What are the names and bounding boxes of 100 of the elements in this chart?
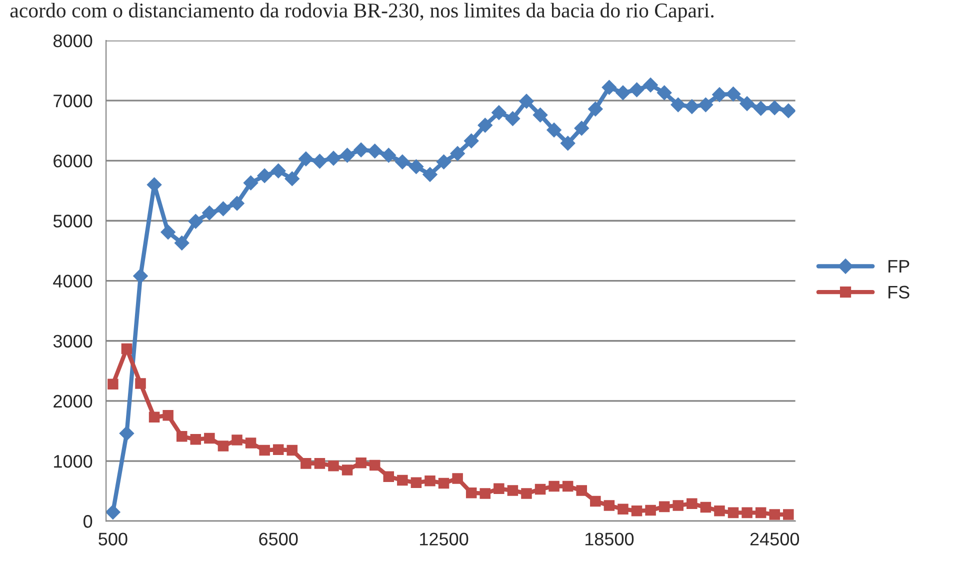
point xyxy=(286,444,298,456)
point xyxy=(507,485,518,496)
x-tick-label: 500 xyxy=(98,532,128,546)
point xyxy=(383,471,394,482)
point xyxy=(410,477,422,488)
point xyxy=(356,457,366,468)
point xyxy=(160,224,176,240)
point xyxy=(534,484,546,495)
point xyxy=(328,460,339,472)
point xyxy=(658,501,670,512)
text: acordo com o distanciamento da rodovia BR-230, nos limites da bacia do rio Capari. xyxy=(10,2,714,22)
point xyxy=(121,343,132,354)
point xyxy=(408,159,424,174)
point xyxy=(728,507,739,518)
point xyxy=(108,378,118,390)
point xyxy=(190,434,202,445)
point xyxy=(767,100,782,116)
point xyxy=(367,144,382,158)
point xyxy=(643,78,658,92)
point xyxy=(422,167,438,182)
point xyxy=(272,444,284,455)
x-tick-label: 24500 xyxy=(750,532,800,546)
point xyxy=(245,438,256,448)
point xyxy=(656,85,672,100)
point xyxy=(755,507,766,518)
point xyxy=(602,80,617,95)
point xyxy=(243,176,258,190)
point xyxy=(106,504,120,520)
point xyxy=(548,480,560,492)
point xyxy=(505,111,520,126)
legend-label: FS xyxy=(888,286,910,299)
point xyxy=(270,163,286,178)
legend-label: FP xyxy=(888,260,910,273)
y-tick-label: 7000 xyxy=(54,94,92,108)
point xyxy=(230,196,244,211)
point xyxy=(450,146,465,161)
point xyxy=(466,487,477,498)
point xyxy=(284,171,300,186)
y-tick-label: 4000 xyxy=(53,274,92,288)
point xyxy=(686,498,698,510)
point xyxy=(781,103,796,118)
y-tick-label: 3000 xyxy=(53,334,92,348)
point xyxy=(133,268,148,284)
point xyxy=(369,460,380,471)
point xyxy=(714,506,725,516)
point xyxy=(645,504,656,516)
y-tick-label: 2000 xyxy=(54,394,92,408)
point xyxy=(438,478,450,489)
y-tick-label: 6000 xyxy=(54,154,92,168)
point xyxy=(492,105,506,120)
point xyxy=(148,412,160,423)
point xyxy=(618,504,628,514)
point xyxy=(300,458,312,469)
point xyxy=(546,122,562,138)
point xyxy=(574,120,590,136)
point xyxy=(700,502,712,513)
point xyxy=(478,118,493,133)
point xyxy=(783,509,794,520)
point xyxy=(742,507,752,518)
point xyxy=(312,154,328,169)
point xyxy=(519,94,534,109)
point xyxy=(216,201,231,216)
point xyxy=(521,488,532,499)
point xyxy=(298,151,314,166)
point xyxy=(395,154,410,170)
point xyxy=(712,87,727,102)
point xyxy=(202,206,217,220)
point xyxy=(218,440,229,452)
point xyxy=(616,85,630,100)
point xyxy=(342,464,353,476)
point xyxy=(354,142,368,158)
point xyxy=(588,102,603,116)
point xyxy=(381,148,396,163)
point xyxy=(135,378,146,389)
point xyxy=(188,214,204,229)
point xyxy=(204,432,215,444)
point xyxy=(631,506,642,516)
point xyxy=(176,431,188,442)
x-tick-label: 6500 xyxy=(259,532,298,546)
point xyxy=(604,500,615,511)
point xyxy=(576,485,588,496)
point xyxy=(326,150,341,166)
y-tick-label: 0 xyxy=(84,515,92,528)
point xyxy=(532,108,548,122)
point xyxy=(590,496,601,507)
point xyxy=(259,444,270,456)
point xyxy=(162,410,174,421)
point xyxy=(119,426,134,441)
point xyxy=(397,474,408,486)
point xyxy=(726,86,741,102)
point xyxy=(436,154,452,170)
x-tick-label: 12500 xyxy=(420,532,468,546)
point xyxy=(562,480,574,492)
point xyxy=(464,133,479,148)
y-tick-label: 1000 xyxy=(54,454,92,468)
point xyxy=(340,148,355,163)
point xyxy=(314,458,326,469)
point xyxy=(232,434,242,446)
point xyxy=(424,475,436,486)
point xyxy=(670,97,686,112)
